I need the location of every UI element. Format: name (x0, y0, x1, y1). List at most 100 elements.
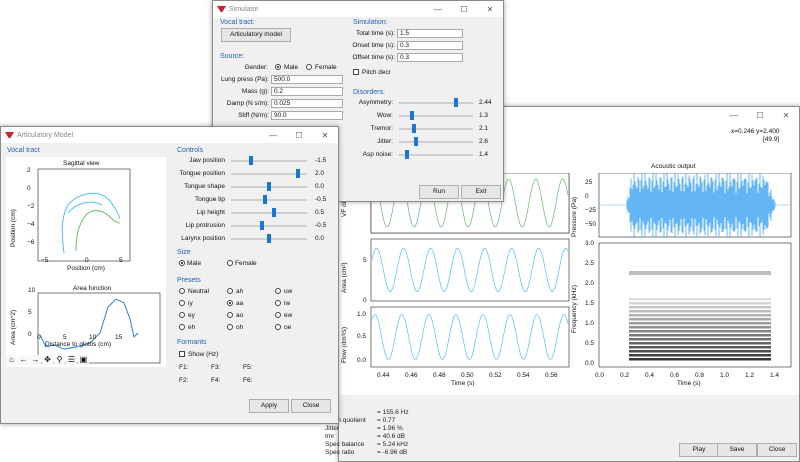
preset-radio-oh[interactable] (227, 324, 233, 330)
preset-radio-uw[interactable] (275, 288, 281, 294)
gender-female-label: Female (315, 64, 337, 71)
close-icon[interactable]: ✕ (782, 110, 790, 120)
preset-label: ao (236, 312, 244, 319)
save-icon[interactable]: ▣ (78, 355, 89, 365)
back-arrow-icon[interactable]: ← (18, 355, 29, 365)
simulation-field-input[interactable]: 0.3 (397, 41, 463, 50)
configure-icon[interactable]: ☰ (66, 355, 77, 365)
maximize-icon[interactable]: ☐ (295, 130, 303, 140)
area-xtick: 0 (37, 334, 41, 341)
frequency-ytick: 3.0 (585, 240, 595, 247)
size-label: Size (177, 249, 191, 256)
preset-radio-ew[interactable] (275, 312, 281, 318)
pitch-decr-checkbox[interactable] (353, 69, 359, 75)
preset-radio-eh[interactable] (179, 324, 185, 330)
size-male-radio[interactable] (179, 260, 185, 266)
control-label: Tongue shape (184, 183, 225, 190)
close-button[interactable]: Close (291, 399, 331, 413)
disorder-slider-track[interactable] (399, 154, 473, 156)
preset-radio-ah[interactable] (227, 288, 233, 294)
disorder-slider-thumb[interactable] (409, 111, 414, 120)
close-button[interactable]: Close (757, 443, 797, 457)
pressure-ytick: −25 (585, 207, 597, 214)
preset-radio-iw[interactable] (275, 300, 281, 306)
control-value: 0.0 (315, 235, 325, 242)
control-slider-thumb[interactable] (263, 195, 268, 204)
preset-radio-ey[interactable] (179, 312, 185, 318)
minimize-icon[interactable]: — (730, 110, 738, 120)
minimize-icon[interactable]: — (269, 130, 277, 140)
show-hz-checkbox[interactable] (179, 351, 185, 357)
disorder-slider-thumb[interactable] (404, 150, 409, 159)
disorder-slider-thumb[interactable] (414, 137, 419, 146)
stat-value: = 40.6 dB (377, 433, 406, 440)
home-icon[interactable]: ⌂ (6, 355, 17, 365)
preset-label: iy (188, 300, 193, 307)
preset-radio-iy[interactable] (179, 300, 185, 306)
play-button[interactable]: Play (679, 443, 719, 457)
save-button[interactable]: Save (717, 443, 757, 457)
maximize-icon[interactable]: ☐ (460, 4, 468, 14)
exit-button[interactable]: Exit (461, 185, 501, 199)
zoom-icon[interactable]: ⚲ (54, 355, 65, 365)
run-button[interactable]: Run (419, 185, 459, 199)
control-slider-thumb[interactable] (272, 208, 277, 217)
source-field-input[interactable]: 500.0 (271, 75, 343, 84)
control-label: Tongue position (179, 170, 225, 177)
close-icon[interactable]: ✕ (486, 4, 494, 14)
simulator-title: Simulator (229, 5, 259, 13)
control-slider-thumb[interactable] (295, 169, 300, 178)
source-field-label: Damp (N s/m): (226, 100, 269, 107)
source-field-input[interactable]: 0.025 (271, 99, 343, 108)
source-field-input[interactable]: 0.2 (271, 87, 343, 96)
disorder-slider-thumb[interactable] (411, 124, 416, 133)
disorder-slider-track[interactable] (399, 115, 473, 117)
stat-label: Imr (325, 433, 335, 440)
preset-radio-ao[interactable] (227, 312, 233, 318)
disorder-label: Wow: (376, 112, 393, 119)
frequency-ylabel: Frequency (kHz) (571, 284, 578, 333)
control-slider-thumb[interactable] (249, 156, 253, 165)
apply-button[interactable]: Apply (249, 399, 289, 413)
formant-label: F1: (179, 364, 189, 371)
preset-radio-oe[interactable] (275, 324, 281, 330)
disorder-slider-track[interactable] (399, 141, 473, 143)
control-slider-track[interactable] (231, 160, 307, 162)
size-female-radio[interactable] (227, 260, 233, 266)
control-label: Larynx position (181, 235, 225, 242)
disorder-slider-track[interactable] (399, 102, 473, 104)
gender-male-radio[interactable] (275, 64, 281, 70)
maximize-icon[interactable]: ☐ (756, 110, 764, 120)
preset-radio-aa[interactable] (227, 300, 233, 306)
preset-radio-Neutral[interactable] (179, 288, 185, 294)
disorder-slider-track[interactable] (399, 128, 473, 130)
simulation-field-input[interactable]: 1.5 (397, 29, 463, 38)
pan-icon[interactable]: ✥ (42, 355, 53, 365)
spectrogram-band (629, 322, 771, 325)
control-slider-track[interactable] (231, 225, 307, 227)
close-icon[interactable]: ✕ (321, 130, 329, 140)
frequency-ytick: 2.0 (585, 280, 595, 287)
spec-xtick: 0.2 (620, 372, 630, 379)
control-slider-track[interactable] (231, 173, 307, 175)
source-field-input[interactable]: 90.0 (271, 111, 343, 120)
area-ytick-5: 5 (363, 257, 367, 264)
control-slider-thumb[interactable] (259, 221, 264, 230)
minimize-icon[interactable]: — (434, 4, 442, 14)
control-slider-thumb[interactable] (267, 182, 271, 191)
spectrogram-band (629, 326, 771, 329)
forward-arrow-icon[interactable]: → (30, 355, 41, 365)
simulation-field-input[interactable]: 0.3 (397, 53, 463, 62)
articulatory-model-button[interactable]: Articulatory model (221, 28, 291, 42)
time-xtick: 0.46 (405, 372, 418, 379)
control-slider-track[interactable] (231, 212, 307, 214)
spec-xtick: 0.8 (695, 372, 705, 379)
spectrogram-band (629, 358, 771, 361)
gender-female-radio[interactable] (306, 64, 312, 70)
disorders-label: Disorders: (353, 89, 385, 96)
flow-plot-trace (371, 314, 569, 360)
control-slider-track[interactable] (231, 199, 307, 201)
frequency-ytick: 0.0 (585, 360, 595, 367)
disorder-slider-thumb[interactable] (453, 98, 458, 107)
control-slider-thumb[interactable] (267, 234, 271, 243)
